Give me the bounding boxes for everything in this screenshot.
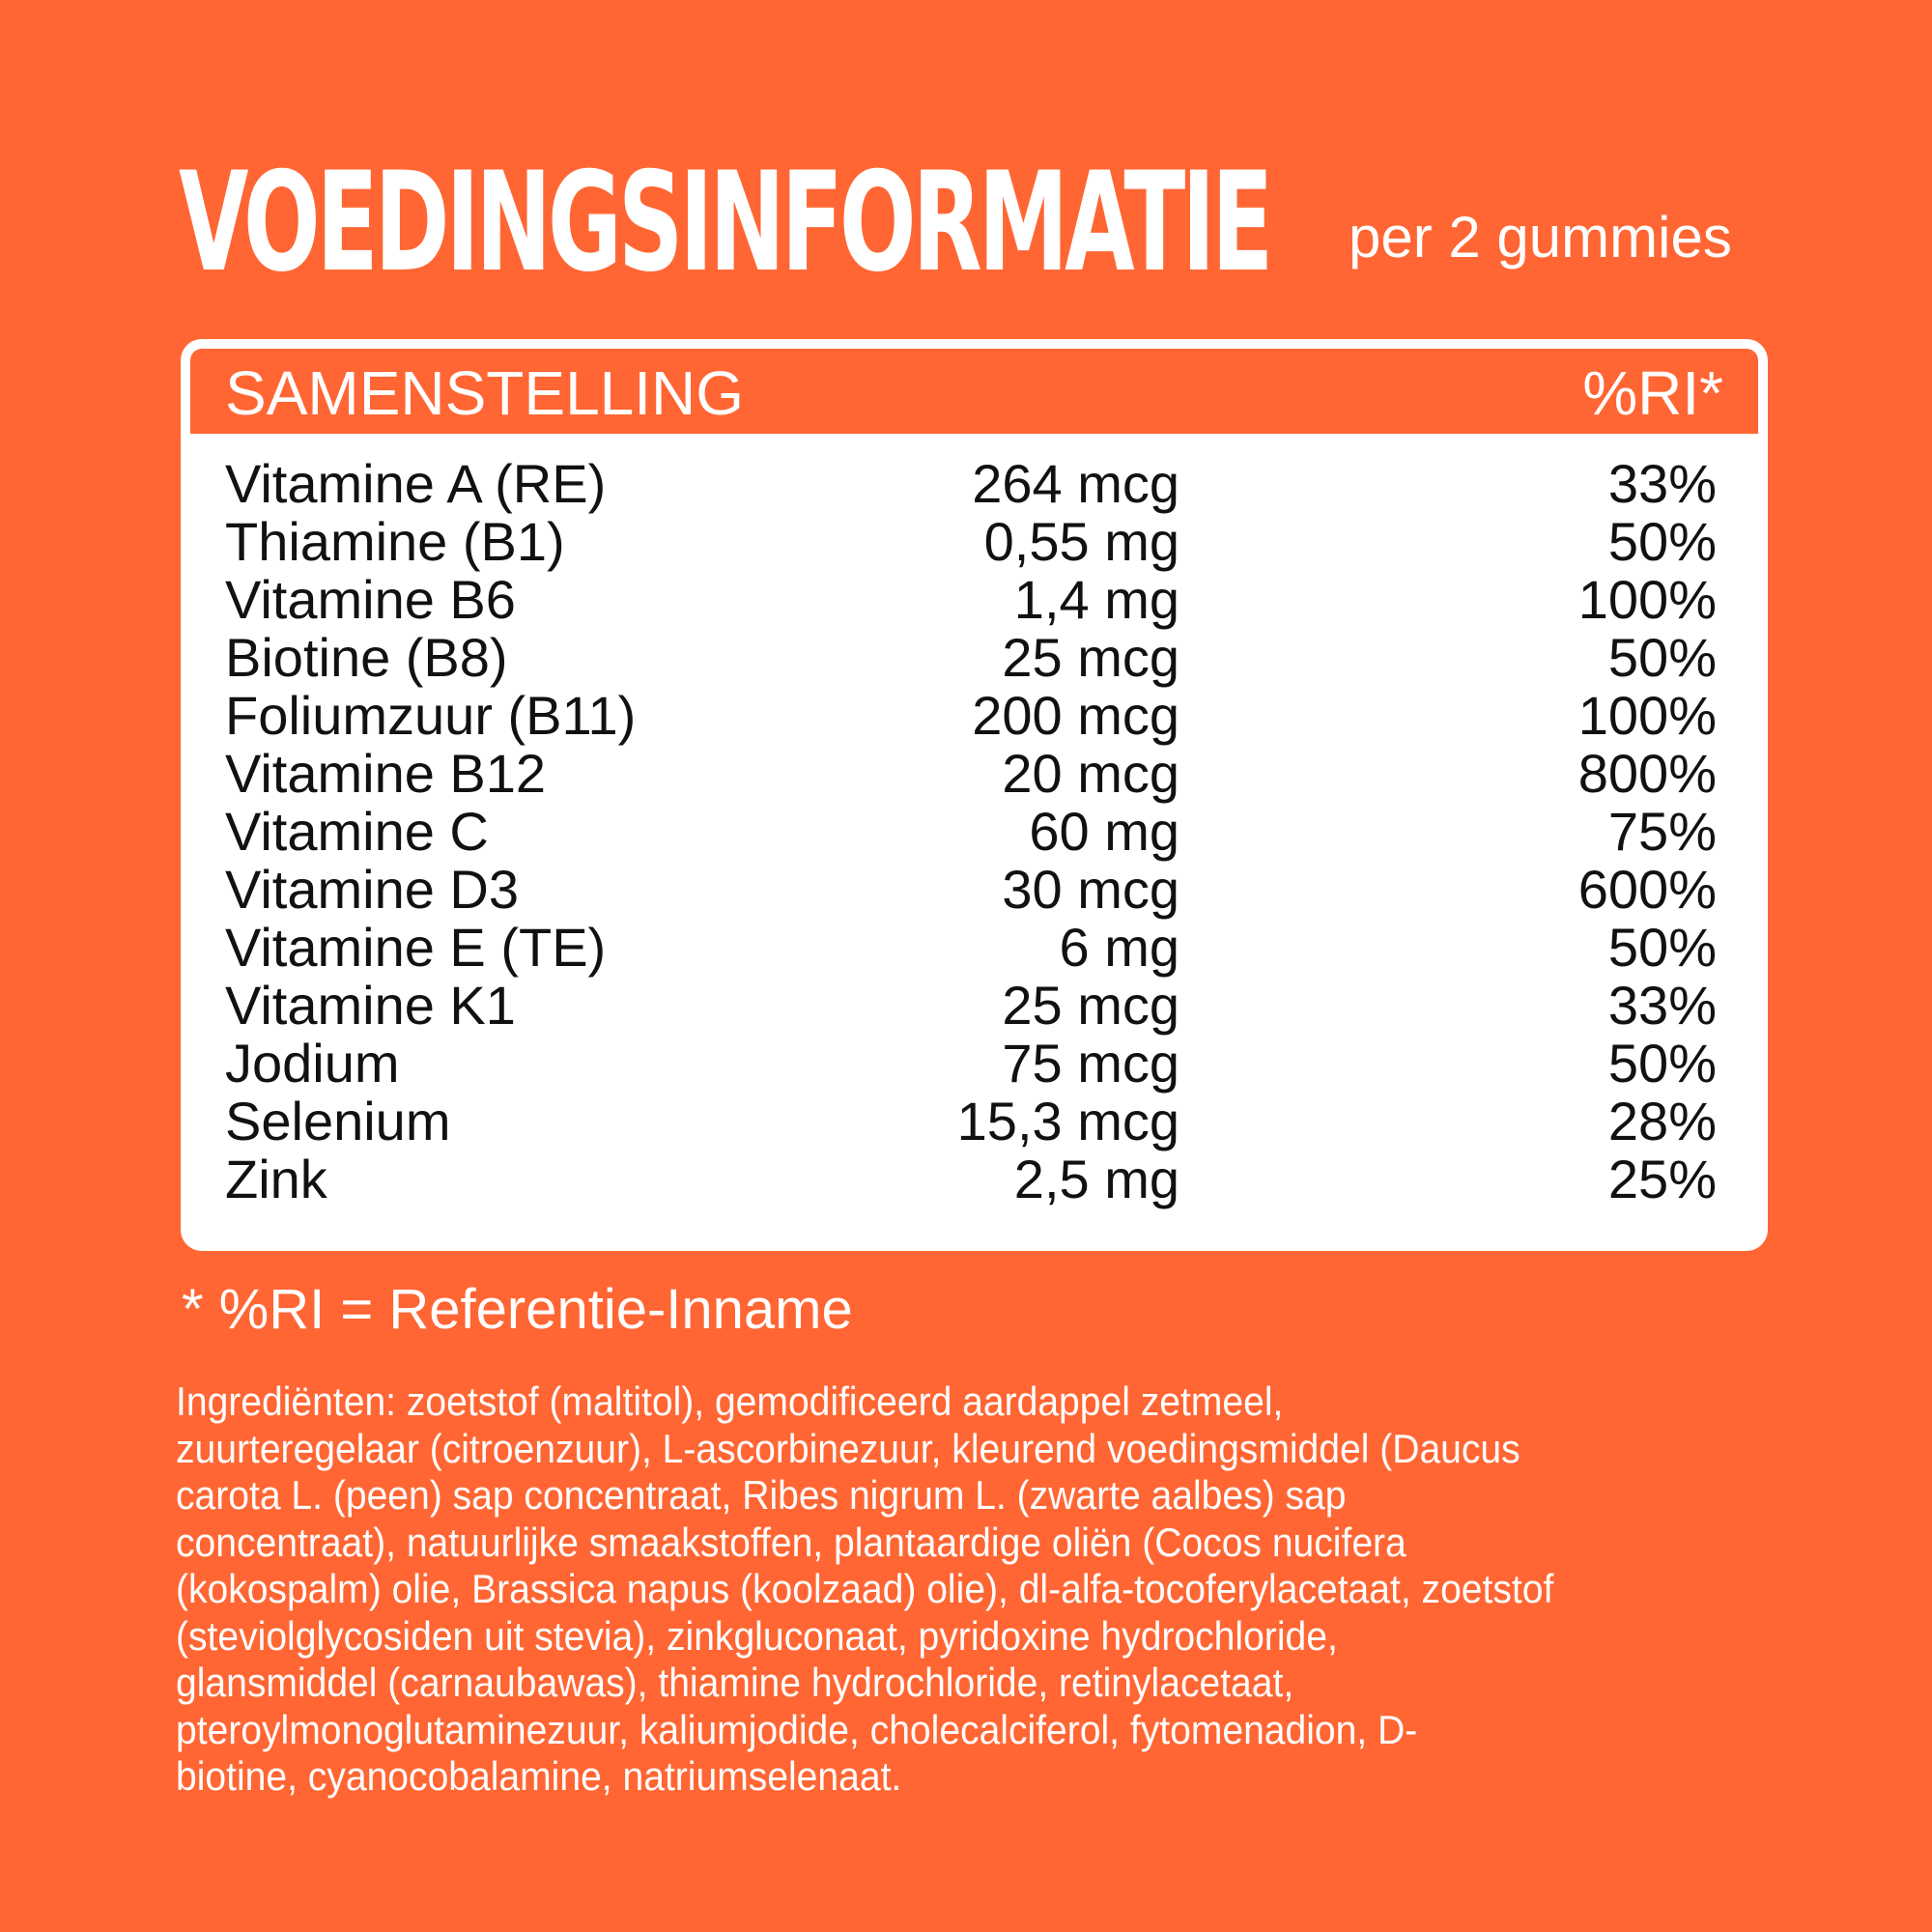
nutrient-ri: 33% [1607, 975, 1717, 1036]
table-row: Vitamine E (TE) 6 mg 50% [190, 919, 1758, 977]
table-row: Jodium 75 mcg 50% [190, 1035, 1758, 1093]
table-row: Vitamine A (RE) 264 mcg 33% [190, 455, 1758, 513]
ingredients-line: biotine, cyanocobalamine, natriumselenaa… [176, 1753, 902, 1799]
nutrient-name: Vitamine K1 [225, 975, 516, 1036]
nutrition-table: SAMENSTELLING %RI* Vitamine A (RE) 264 mc… [181, 339, 1768, 1251]
table-row: Foliumzuur (B11) 200 mcg 100% [190, 687, 1758, 745]
nutrient-name: Vitamine C [225, 801, 489, 862]
nutrient-amount: 15,3 mcg [956, 1091, 1179, 1151]
table-row: Thiamine (B1) 0,55 mg 50% [190, 513, 1758, 571]
nutrient-ri: 50% [1607, 627, 1717, 688]
nutrient-amount: 200 mcg [972, 685, 1179, 746]
nutrient-name: Vitamine A (RE) [225, 453, 607, 514]
nutrient-ri: 100% [1577, 685, 1717, 746]
ingredients-line: pteroylmonoglutaminezuur, kaliumjodide, … [176, 1706, 1418, 1752]
nutrient-ri: 50% [1607, 1033, 1717, 1094]
table-row: Biotine (B8) 25 mcg 50% [190, 629, 1758, 687]
nutrient-name: Jodium [225, 1033, 400, 1094]
nutrient-ri: 100% [1577, 569, 1717, 630]
nutrient-ri: 33% [1607, 453, 1717, 514]
nutrient-amount: 75 mcg [1002, 1033, 1179, 1094]
ingredients-line: concentraat), natuurlijke smaakstoffen, … [176, 1519, 1406, 1565]
nutrient-amount: 264 mcg [972, 453, 1179, 514]
nutrient-name: Biotine (B8) [225, 627, 508, 688]
nutrient-ri: 50% [1607, 917, 1717, 978]
table-row: Vitamine C 60 mg 75% [190, 803, 1758, 861]
nutrient-amount: 60 mg [1029, 801, 1179, 862]
nutrient-amount: 2,5 mg [1013, 1149, 1179, 1209]
nutrient-amount: 1,4 mg [1013, 569, 1179, 630]
page-title: VOEDINGSINFORMATIE [179, 143, 1273, 302]
serving-size: per 2 gummies [1349, 205, 1732, 270]
nutrient-ri: 50% [1607, 511, 1717, 572]
ingredients-list: Ingrediënten: zoetstof (maltitol), gemod… [176, 1378, 1658, 1801]
nutrient-ri: 800% [1577, 743, 1717, 804]
nutrient-ri: 28% [1607, 1091, 1717, 1151]
nutrient-amount: 20 mcg [1002, 743, 1179, 804]
nutrient-amount: 25 mcg [1002, 627, 1179, 688]
ingredients-line: (kokospalm) olie, Brassica napus (koolza… [176, 1566, 1554, 1611]
nutrient-ri: 600% [1577, 859, 1717, 920]
nutrient-amount: 0,55 mg [983, 511, 1179, 572]
nutrient-ri: 25% [1607, 1149, 1717, 1209]
ingredients-line: zuurteregelaar (citroenzuur), L-ascorbin… [176, 1425, 1520, 1471]
table-row: Selenium 15,3 mcg 28% [190, 1093, 1758, 1151]
nutrient-amount: 30 mcg [1002, 859, 1179, 920]
nutrient-name: Thiamine (B1) [225, 511, 565, 572]
table-row: Zink 2,5 mg 25% [190, 1151, 1758, 1208]
footnote: * %RI = Referentie-Inname [182, 1278, 853, 1341]
nutrient-name: Vitamine E (TE) [225, 917, 607, 978]
nutrient-name: Foliumzuur (B11) [225, 685, 637, 746]
nutrient-name: Selenium [225, 1091, 451, 1151]
table-row: Vitamine D3 30 mcg 600% [190, 861, 1758, 919]
ingredients-line: carota L. (peen) sap concentraat, Ribes … [176, 1472, 1347, 1518]
column-header-composition: SAMENSTELLING [225, 358, 745, 428]
nutrient-amount: 25 mcg [1002, 975, 1179, 1036]
table-header: SAMENSTELLING %RI* [190, 349, 1758, 434]
ingredients-line: glansmiddel (carnaubawas), thiamine hydr… [176, 1660, 1294, 1705]
table-row: Vitamine B6 1,4 mg 100% [190, 571, 1758, 629]
nutrient-name: Zink [225, 1149, 327, 1209]
table-row: Vitamine K1 25 mcg 33% [190, 977, 1758, 1035]
ingredients-line: (steviolglycosiden uit stevia), zinkgluc… [176, 1612, 1338, 1659]
nutrient-amount: 6 mg [1059, 917, 1180, 978]
nutrient-name: Vitamine B12 [225, 743, 547, 804]
column-header-ri: %RI* [1582, 358, 1723, 428]
nutrient-name: Vitamine B6 [225, 569, 516, 630]
table-body: Vitamine A (RE) 264 mcg 33% Thiamine (B1) 0,… [190, 455, 1758, 1208]
nutrient-name: Vitamine D3 [225, 859, 520, 920]
ingredients-line: Ingrediënten: zoetstof (maltitol), gemod… [176, 1378, 1284, 1424]
nutrient-ri: 75% [1607, 801, 1717, 862]
table-row: Vitamine B12 20 mcg 800% [190, 745, 1758, 803]
